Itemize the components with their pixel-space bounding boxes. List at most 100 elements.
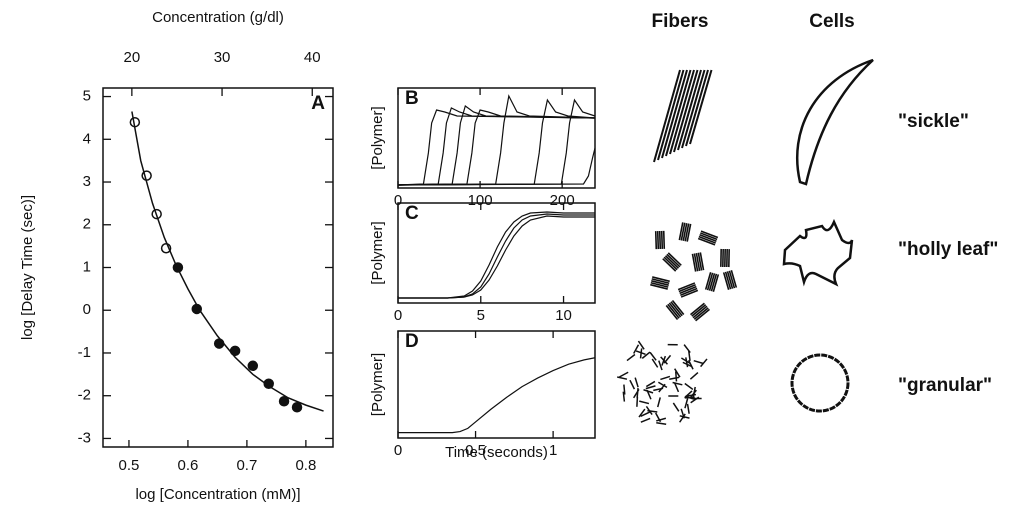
granular-cell <box>790 353 850 413</box>
y-tick-label: -3 <box>78 429 91 446</box>
fiber <box>670 301 683 317</box>
fiber <box>653 69 681 163</box>
fiber <box>712 274 720 292</box>
fiber <box>633 344 640 354</box>
fiber <box>697 237 716 246</box>
fiber <box>650 283 668 290</box>
fiber-bundle <box>689 302 711 322</box>
fiber <box>652 276 670 283</box>
fiber <box>651 278 670 285</box>
x-tick-label: 100 <box>468 192 493 209</box>
data-point <box>247 360 259 372</box>
fiber <box>679 285 697 295</box>
data-point <box>278 396 290 407</box>
x2-tick-label: 40 <box>304 49 321 66</box>
fiber <box>634 377 639 388</box>
fiber <box>693 359 704 365</box>
fiber <box>673 69 699 153</box>
fiber <box>698 235 716 244</box>
fiber-bundle <box>678 222 692 242</box>
fiber <box>662 230 666 249</box>
fiber <box>680 222 686 241</box>
fiber <box>699 252 705 271</box>
data-line <box>398 215 595 299</box>
fiber <box>700 230 719 239</box>
fiber <box>684 398 689 409</box>
fiber <box>678 222 684 241</box>
x-tick-label: 0 <box>394 307 402 324</box>
fiber <box>658 230 662 250</box>
fiber <box>704 272 712 290</box>
fiber <box>678 284 696 293</box>
fiber <box>686 223 692 242</box>
holly-leaf-cell <box>782 218 854 287</box>
fiber <box>681 69 706 149</box>
data-point <box>291 402 303 413</box>
y-tick-label: -2 <box>78 387 91 404</box>
fiber-bundle <box>720 248 730 268</box>
fiber <box>677 282 696 291</box>
fiber <box>680 289 699 298</box>
fiber <box>649 351 657 361</box>
panel-label: A <box>311 93 325 114</box>
fiber <box>669 376 680 381</box>
fiber <box>728 270 736 289</box>
fiber <box>662 258 677 272</box>
fiber <box>682 361 693 368</box>
fiber <box>661 69 688 159</box>
y-tick-label: 0 <box>83 301 91 318</box>
x-tick-label: 0.7 <box>236 457 257 474</box>
row-label: "sickle" <box>898 111 969 132</box>
fiber <box>689 389 697 399</box>
fiber <box>663 354 672 364</box>
illustrations <box>617 58 874 425</box>
plot-frame <box>397 87 596 189</box>
plot-frame <box>397 202 596 304</box>
data-line <box>397 94 596 186</box>
row-label: "holly leaf" <box>898 239 998 260</box>
fiber <box>699 234 717 242</box>
x-axis-label: log [Concentration (mM)] <box>135 486 300 503</box>
x-tick-label: 1 <box>549 442 557 459</box>
fiber <box>679 413 686 423</box>
fiber <box>626 353 636 362</box>
fiber <box>695 253 701 271</box>
fiber <box>724 271 732 290</box>
fiber <box>685 357 689 368</box>
data-line <box>397 147 596 186</box>
fiber <box>677 69 702 151</box>
fiber <box>638 408 646 418</box>
fiber-bundle <box>665 299 685 321</box>
fiber <box>700 232 718 241</box>
fiber <box>693 307 709 320</box>
fiber <box>629 379 636 390</box>
y-tick-label: -1 <box>78 344 91 361</box>
fiber-bundle <box>654 230 666 250</box>
x-tick-label: 0 <box>394 442 402 459</box>
y-axis-label: [Polymer] <box>369 221 386 284</box>
fiber <box>689 372 699 380</box>
x-tick-label: 0.8 <box>295 457 316 474</box>
fiber <box>663 256 678 271</box>
fiber <box>622 391 626 402</box>
panel-label: C <box>405 203 419 224</box>
sickle-cell <box>795 58 874 186</box>
data-line <box>398 211 595 299</box>
fiber <box>636 387 639 399</box>
fiber <box>690 396 700 404</box>
fiber <box>646 389 652 400</box>
fiber <box>641 351 651 359</box>
fiber <box>640 411 651 418</box>
fiber <box>617 376 628 380</box>
fiber <box>684 390 693 399</box>
fiber <box>651 358 659 368</box>
fiber <box>640 417 651 423</box>
y-tick-label: 4 <box>83 130 91 147</box>
y-axis-label: [Polymer] <box>369 353 386 416</box>
fiber <box>689 302 705 316</box>
fiber <box>671 299 685 316</box>
fiber <box>658 360 663 371</box>
x-tick-label: 0.6 <box>177 457 198 474</box>
fiber <box>623 384 626 395</box>
